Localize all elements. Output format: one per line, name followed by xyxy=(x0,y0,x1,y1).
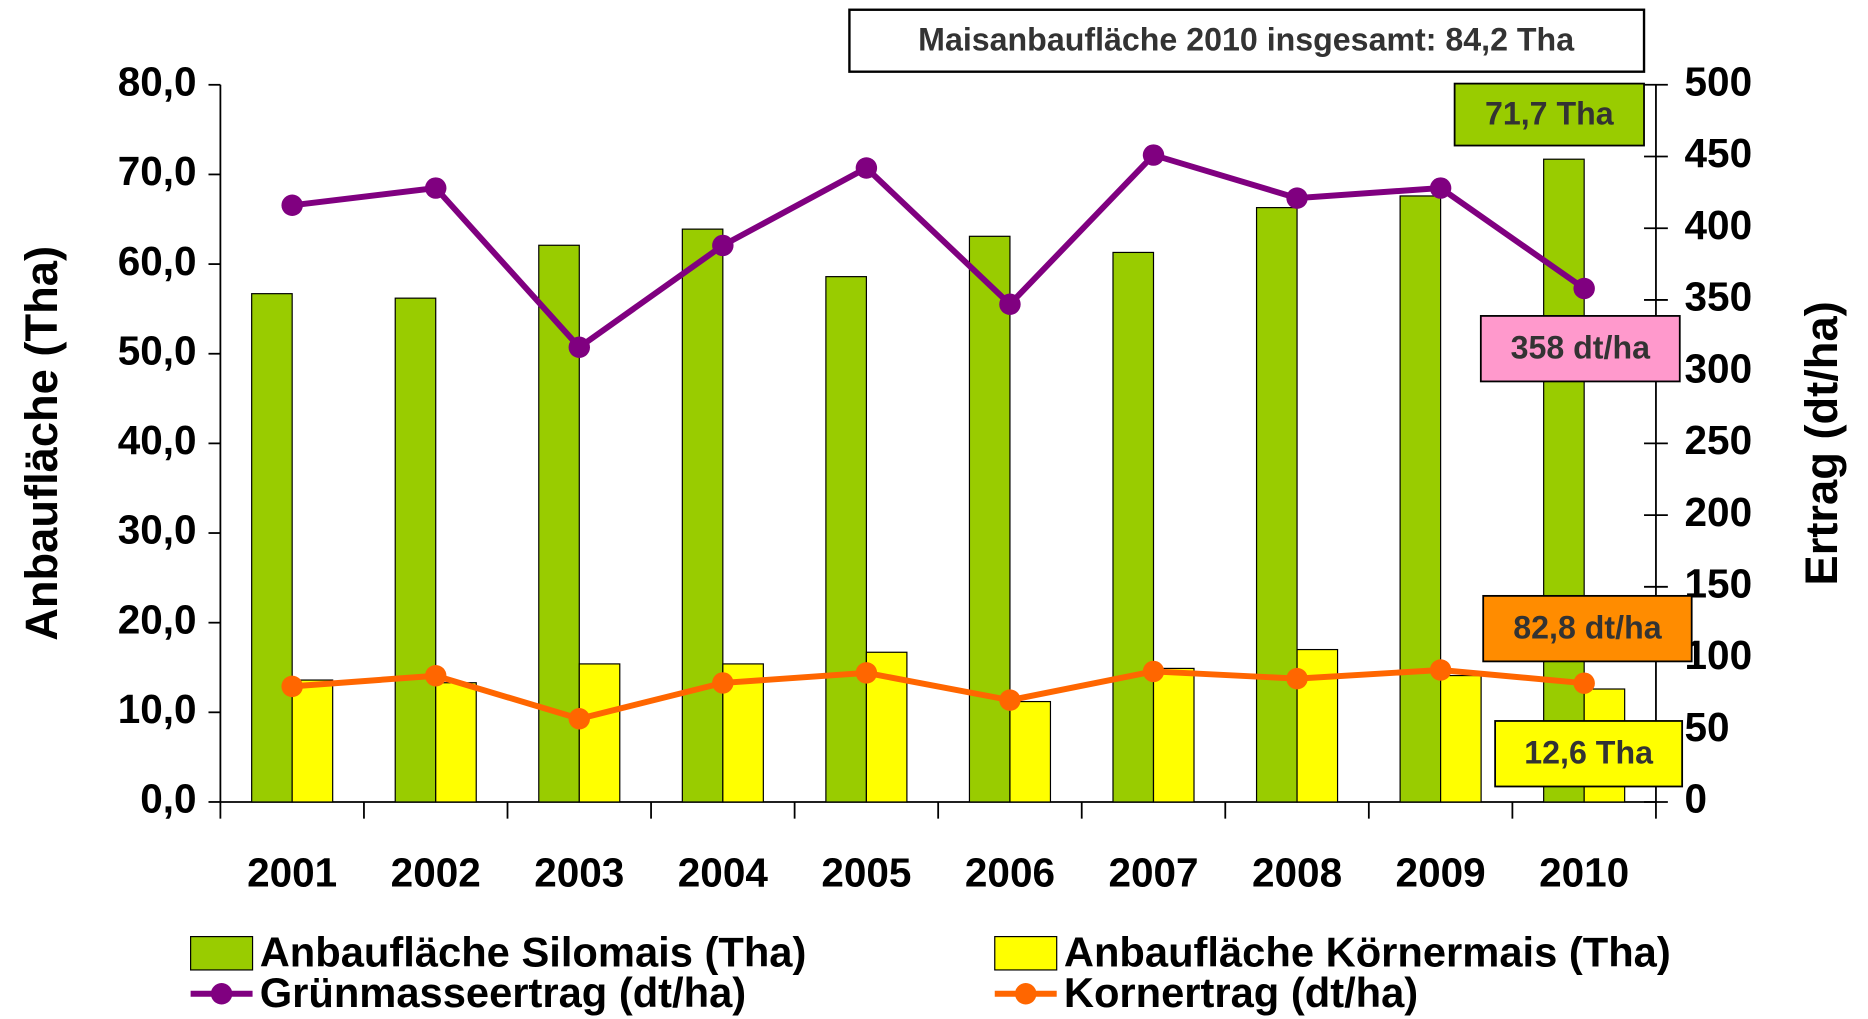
line xyxy=(291,667,1585,722)
x-tick-label: 2006 xyxy=(965,850,1055,896)
point xyxy=(1286,667,1308,690)
y2-tick-label: 300 xyxy=(1685,345,1753,391)
y-tick-label: 80,0 xyxy=(118,58,197,104)
point xyxy=(1429,659,1452,681)
bar xyxy=(1255,207,1298,803)
y-tick-label: 40,0 xyxy=(118,417,197,463)
bar xyxy=(1440,674,1482,803)
value-label-box xyxy=(1453,82,1645,147)
x-tick-label: 2002 xyxy=(391,850,481,896)
bar xyxy=(394,297,437,803)
value-label-box xyxy=(1482,594,1693,663)
bar xyxy=(1152,667,1195,803)
y2-tick-label: 0 xyxy=(1685,776,1708,822)
point xyxy=(1573,672,1595,694)
y2-tick-label: 450 xyxy=(1685,130,1753,176)
point xyxy=(712,672,734,694)
bar xyxy=(1112,251,1155,803)
bar xyxy=(578,663,621,803)
y-axis-title: Anbaufläche (Tha) xyxy=(16,246,67,641)
y2-tick-label: 400 xyxy=(1685,202,1753,248)
x-tick-label: 2005 xyxy=(821,850,911,896)
value-label: 12,6 Tha xyxy=(1524,734,1654,770)
y2-tick-label: 150 xyxy=(1685,561,1753,607)
value-label: 82,8 dt/ha xyxy=(1513,609,1662,645)
bar xyxy=(1399,195,1442,803)
point xyxy=(425,177,447,199)
annotation: Maisanbaufläche 2010 insgesamt: 84,2 Tha xyxy=(918,21,1575,57)
x-tick-label: 2007 xyxy=(1108,850,1198,896)
point xyxy=(1142,144,1165,166)
point xyxy=(855,662,878,684)
value-label: 358 dt/ha xyxy=(1511,329,1652,365)
point xyxy=(568,336,591,359)
legend-swatch xyxy=(994,935,1058,971)
point xyxy=(1573,277,1595,300)
y-tick-label: 50,0 xyxy=(118,327,197,373)
y-tick-label: 0,0 xyxy=(140,776,196,822)
y2-tick-label: 200 xyxy=(1685,489,1753,535)
value-label: 71,7 Tha xyxy=(1485,95,1615,131)
point xyxy=(999,293,1021,315)
x-tick-label: 2001 xyxy=(247,850,337,896)
y-tick-label: 70,0 xyxy=(118,148,197,194)
y2-tick-label: 50 xyxy=(1685,704,1730,750)
point xyxy=(712,234,734,257)
bar xyxy=(968,235,1011,803)
point xyxy=(425,665,447,687)
point xyxy=(999,689,1021,711)
legend-swatch xyxy=(210,983,233,1005)
annotation-box xyxy=(848,8,1646,73)
legend-label: Anbaufläche Körnermais (Tha) xyxy=(1064,929,1671,976)
point xyxy=(281,194,303,217)
y-tick-label: 30,0 xyxy=(118,507,197,553)
y-tick-label: 60,0 xyxy=(118,238,197,284)
legend-label: Anbaufläche Silomais (Tha) xyxy=(260,929,807,976)
bar xyxy=(681,228,724,803)
value-label-box xyxy=(1494,720,1684,788)
x-tick-label: 2003 xyxy=(534,850,624,896)
value-label-box xyxy=(1479,315,1681,383)
point xyxy=(1142,660,1165,683)
bar xyxy=(291,679,334,803)
y2-tick-label: 500 xyxy=(1685,58,1753,104)
bar xyxy=(435,682,477,803)
bar xyxy=(1009,700,1052,803)
point xyxy=(855,157,878,179)
bar xyxy=(825,276,867,803)
x-tick-label: 2009 xyxy=(1396,850,1486,896)
legend-label: Grünmasseertrag (dt/ha) xyxy=(260,969,746,1016)
bar xyxy=(251,293,293,803)
point xyxy=(1286,187,1308,209)
y2-tick-label: 350 xyxy=(1685,274,1753,320)
legend-swatch xyxy=(1015,983,1037,1005)
bar xyxy=(1543,158,1585,803)
x-tick-label: 2008 xyxy=(1252,850,1342,896)
y2-axis-title: Ertrag (dt/ha) xyxy=(1796,301,1847,585)
point xyxy=(1429,177,1452,199)
y2-tick-label: 100 xyxy=(1685,632,1753,678)
x-tick-label: 2010 xyxy=(1539,850,1629,896)
legend-label: Kornertrag (dt/ha) xyxy=(1064,969,1418,1016)
legend-swatch xyxy=(190,935,254,971)
point xyxy=(281,675,303,698)
y-tick-label: 10,0 xyxy=(118,686,197,732)
line xyxy=(291,151,1586,352)
x-tick-label: 2004 xyxy=(678,850,769,896)
y-tick-label: 20,0 xyxy=(118,596,197,642)
y2-tick-label: 250 xyxy=(1685,417,1753,463)
point xyxy=(568,708,591,730)
